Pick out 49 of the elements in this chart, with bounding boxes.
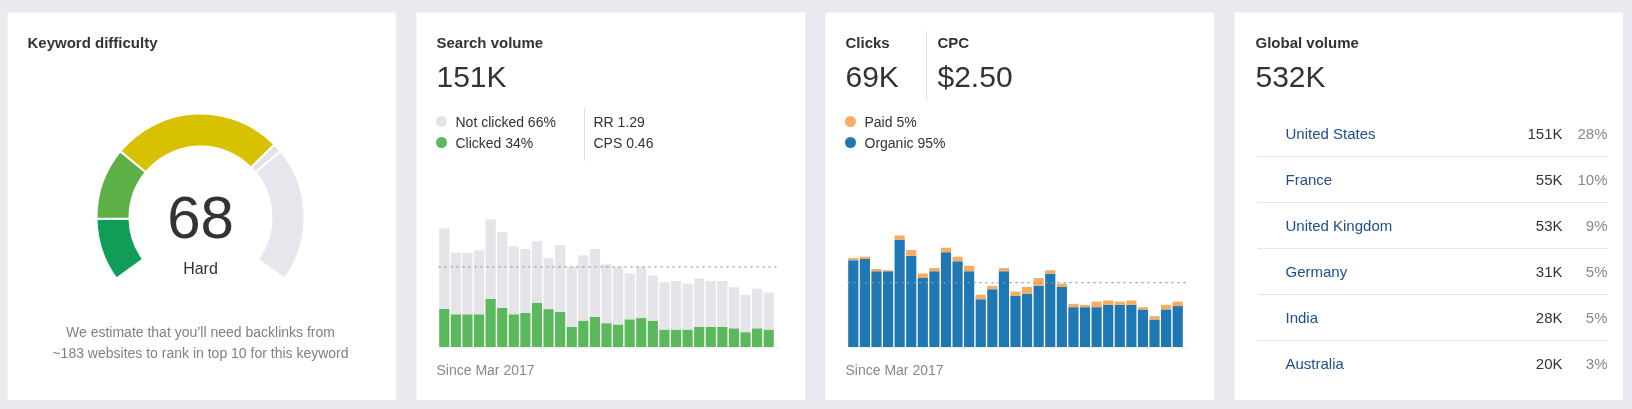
data-label: 31K: [1535, 263, 1563, 280]
bar: [1033, 278, 1044, 286]
x-axis-title: Since Mar 2017: [436, 361, 535, 378]
chart-title: Clicks: [845, 34, 890, 51]
text: RR 1.29: [593, 113, 646, 130]
data-label: 9%: [1585, 217, 1608, 234]
bar: [848, 260, 859, 348]
text: 68: [167, 184, 234, 251]
data-label: 5%: [1585, 309, 1608, 326]
data-label: 151K: [1527, 125, 1563, 142]
data-label: 20K: [1535, 355, 1563, 372]
text: $2.50: [937, 60, 1013, 93]
text: Global volume: [1255, 34, 1359, 51]
chart-title: Search volume: [436, 34, 544, 51]
data-label: 55K: [1535, 171, 1563, 188]
chart-subtitle: 151K: [436, 60, 507, 93]
text: CPS 0.46: [593, 134, 654, 151]
category-label: United States: [1285, 125, 1376, 142]
bar: [906, 250, 917, 256]
chart-subtitle: 69K: [845, 60, 899, 93]
legend-label: Not clicked 66%: [455, 113, 556, 130]
data-label: 3%: [1585, 355, 1608, 372]
legend-label: Organic 95%: [864, 134, 946, 151]
data-label: 28K: [1535, 309, 1563, 326]
bar: [952, 256, 963, 262]
bar: [763, 292, 774, 330]
bar: [439, 309, 450, 348]
category-label: United Kingdom: [1285, 217, 1393, 234]
legend-label: Paid 5%: [864, 113, 917, 130]
chart-title: Keyword difficulty: [27, 34, 159, 51]
data-label: 28%: [1577, 125, 1608, 142]
bar: [1172, 306, 1183, 348]
data-label: 10%: [1577, 171, 1608, 188]
x-axis-title: Since Mar 2017: [845, 361, 944, 378]
text: CPC: [937, 34, 970, 51]
text: Hard: [183, 260, 218, 277]
text: We estimate that you’ll need backlinks from ~183 websites to rank in top 10 for this keyword: [52, 323, 349, 362]
bar: [439, 228, 450, 310]
bar: [1045, 270, 1056, 274]
category-label: Australia: [1285, 355, 1345, 372]
data-label: 5%: [1585, 263, 1608, 280]
category-label: India: [1285, 309, 1319, 326]
text: 532K: [1255, 60, 1326, 93]
bar: [763, 329, 774, 348]
category-label: France: [1285, 171, 1333, 188]
bar: [1149, 316, 1160, 320]
category-label: Germany: [1285, 263, 1348, 280]
legend-label: Clicked 34%: [455, 134, 534, 151]
data-label: 53K: [1535, 217, 1563, 234]
